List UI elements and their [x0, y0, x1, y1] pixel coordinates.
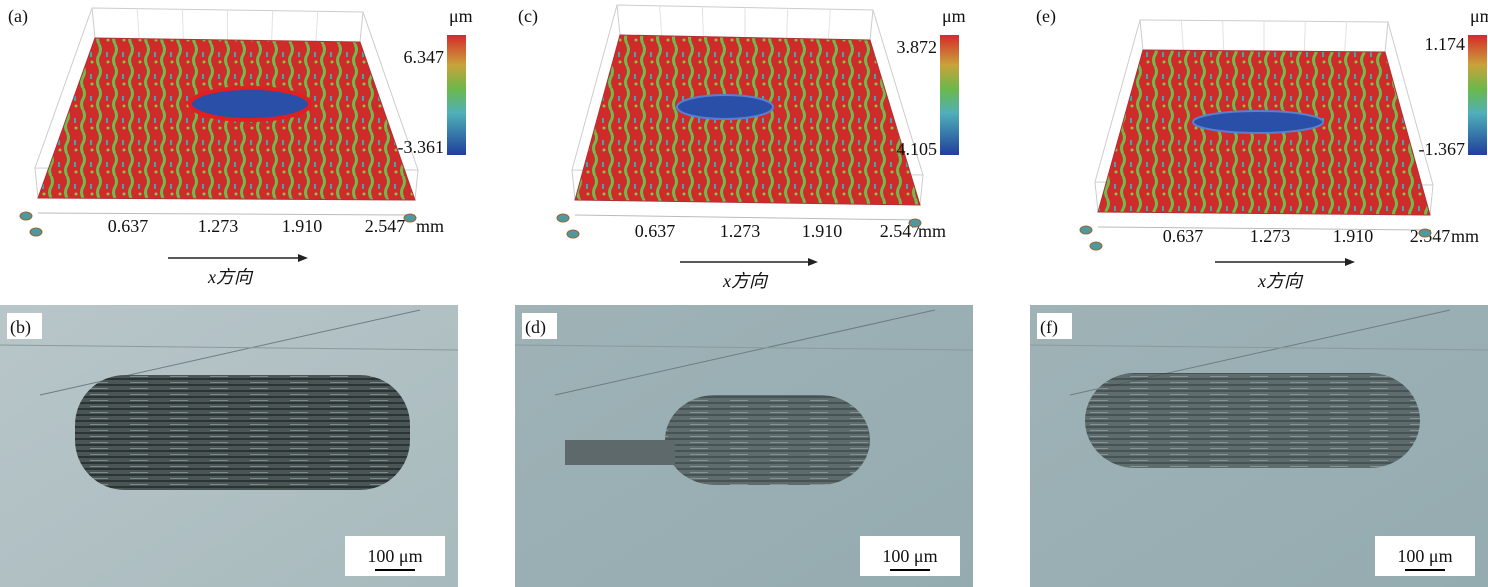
orientation-icon: [1089, 241, 1103, 251]
panel-label: (c): [518, 6, 538, 27]
orientation-icon: [908, 218, 922, 228]
orientation-icon: [19, 211, 33, 221]
box-grid: [181, 9, 184, 40]
x-tick-label: 1.273: [1250, 226, 1291, 246]
colorbar: [447, 35, 466, 155]
direction-label: x方向: [722, 271, 769, 291]
wear-scar: [665, 395, 870, 485]
label-box: [1037, 313, 1072, 339]
colorbar-max: 1.174: [1425, 34, 1466, 54]
box-grid: [271, 10, 274, 41]
arrow-head: [298, 254, 308, 262]
box-grid: [315, 11, 319, 42]
box-edge: [1094, 181, 1099, 213]
panel-label: (a): [8, 6, 28, 27]
scratch: [554, 309, 936, 396]
panel-label: (d): [525, 317, 546, 338]
colorbar-max: 3.872: [897, 37, 938, 57]
scratch: [1029, 344, 1488, 351]
box-grid: [701, 6, 704, 37]
direction-label: x方向: [1257, 271, 1304, 291]
colorbar-unit: μm: [942, 6, 966, 26]
label-box: [7, 313, 42, 339]
x-tick-label: 0.637: [1163, 226, 1204, 246]
box-grid: [1222, 20, 1225, 51]
direction-label: x方向: [207, 267, 254, 287]
orientation-icon: [403, 213, 417, 223]
box-grid: [1180, 20, 1184, 51]
wear-scar: [1085, 373, 1420, 468]
box-grid: [659, 5, 663, 36]
surface: [574, 34, 921, 206]
orientation-icon: [29, 227, 43, 237]
box-edge: [359, 11, 364, 43]
box-grid: [786, 8, 789, 39]
x-tick-label: 1.273: [198, 216, 239, 236]
orientation-icon: [566, 229, 580, 239]
wear-pit: [676, 94, 774, 120]
arrow-head: [1345, 258, 1355, 266]
colorbar-min: -3.361: [398, 137, 445, 157]
scratch: [514, 344, 974, 351]
wear-pit: [1192, 110, 1324, 134]
box-grid: [827, 9, 831, 40]
x-unit: mm: [1451, 226, 1479, 246]
box-edge: [1384, 21, 1389, 53]
box-grid: [136, 8, 140, 39]
axis-base: [1097, 226, 1431, 231]
box-edge: [571, 169, 576, 201]
x-tick-label: 0.637: [635, 221, 676, 241]
x-unit: mm: [918, 221, 946, 241]
box-edge: [1429, 184, 1434, 216]
box-edge: [414, 169, 419, 201]
colorbar-min: -1.367: [1419, 139, 1466, 159]
box-edge: [34, 167, 39, 199]
x-tick-label: 1.910: [1333, 226, 1374, 246]
arrow-head: [808, 258, 818, 266]
colorbar-min: 4.105: [897, 139, 938, 159]
scale-bar-label: 100 μm: [367, 546, 422, 566]
box-edge: [616, 4, 621, 36]
box-edge: [91, 7, 96, 39]
label-box: [522, 313, 557, 339]
axis-base: [574, 214, 921, 221]
x-tick-label: 0.637: [108, 216, 149, 236]
x-tick-label: 2.547: [365, 216, 406, 236]
scale-bar-label: 100 μm: [1397, 546, 1452, 566]
x-tick-label: 1.273: [720, 221, 761, 241]
panel-label: (f): [1040, 317, 1058, 338]
debris-tail: [565, 440, 675, 465]
box-edge: [869, 9, 874, 41]
wear-pit: [188, 86, 312, 122]
panel-label: (e): [1036, 6, 1056, 27]
box-edge: [919, 174, 924, 206]
x-tick-label: 1.910: [802, 221, 843, 241]
box-grid: [1344, 21, 1348, 52]
panel-label: (b): [10, 317, 31, 338]
box-edge: [1139, 19, 1144, 51]
orientation-icon: [1079, 225, 1093, 235]
box-grid: [1303, 21, 1306, 52]
orientation-icon: [556, 213, 570, 223]
colorbar-max: 6.347: [404, 47, 445, 67]
scale-bar-label: 100 μm: [882, 546, 937, 566]
colorbar: [940, 35, 959, 155]
orientation-icon: [1418, 228, 1432, 238]
colorbar-unit: μm: [1470, 6, 1488, 26]
x-unit: mm: [416, 216, 444, 236]
wear-scar: [75, 375, 410, 490]
scratch: [0, 344, 459, 351]
x-tick-label: 2.547: [880, 221, 921, 241]
x-tick-label: 1.910: [282, 216, 323, 236]
colorbar: [1468, 35, 1487, 155]
axis-base: [37, 212, 416, 216]
x-tick-label: 2.547: [1410, 226, 1451, 246]
colorbar-unit: μm: [449, 6, 473, 26]
